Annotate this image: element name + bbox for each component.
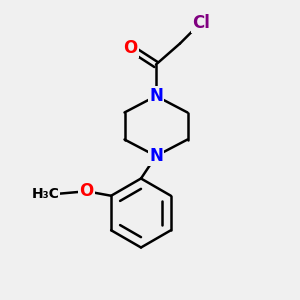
Text: O: O (80, 182, 94, 200)
Text: N: N (149, 87, 163, 105)
Text: N: N (149, 147, 163, 165)
Text: Cl: Cl (192, 14, 210, 32)
Text: O: O (123, 39, 138, 57)
Text: H₃C: H₃C (32, 187, 59, 201)
